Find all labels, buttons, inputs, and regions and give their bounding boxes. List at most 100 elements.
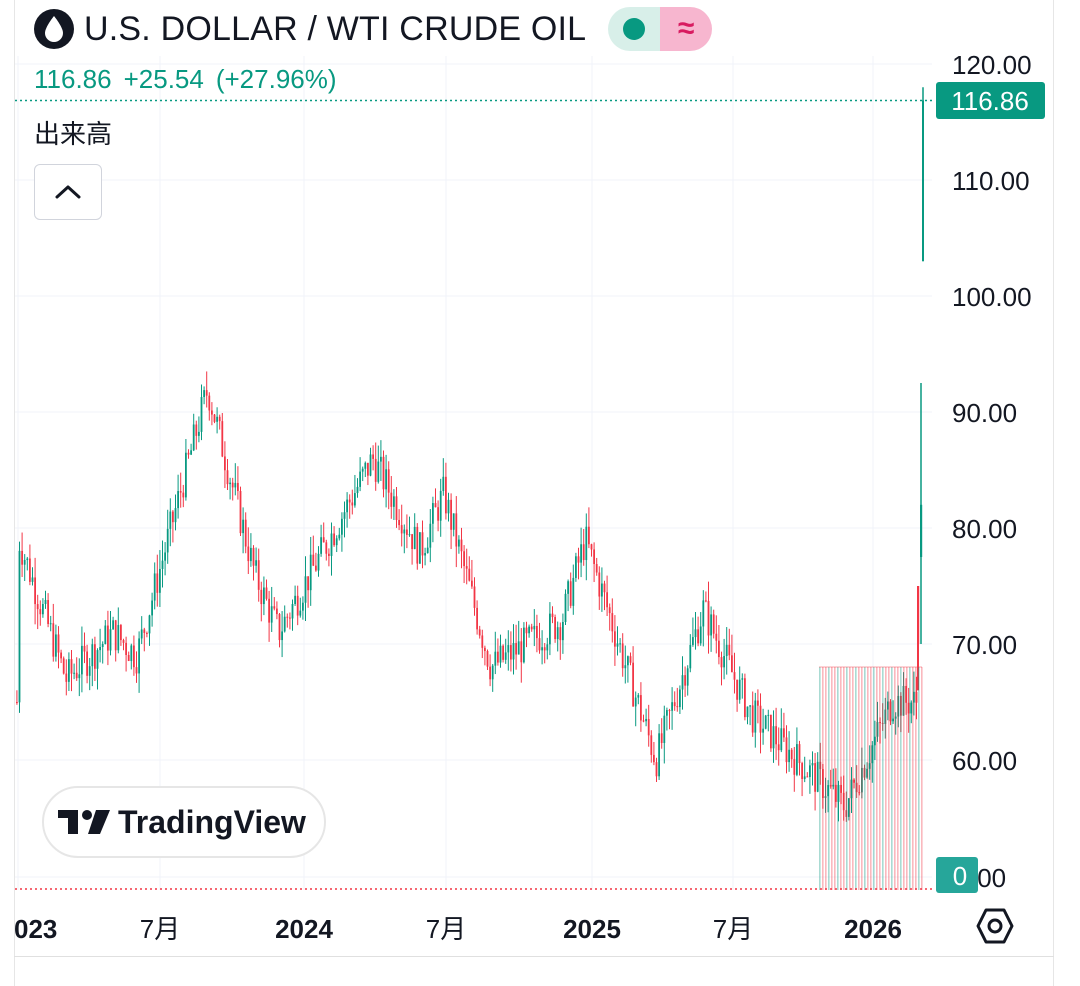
candle [783,728,785,738]
candle [884,709,887,724]
candle [699,626,702,644]
candle [842,792,845,811]
volume-bar [882,667,884,890]
candle [364,462,367,469]
candle [567,581,569,594]
candle [811,763,814,766]
candle [322,537,325,543]
candle [510,645,512,660]
candle [850,779,853,799]
candle [866,768,868,778]
volume-bar [861,667,863,890]
volume-bar [828,667,830,890]
candle [910,702,913,714]
candle [70,659,73,674]
delayed-data-badge[interactable]: ≈ [660,7,713,51]
candle [429,523,432,548]
candle [759,705,762,733]
tradingview-logo-icon [58,810,110,834]
candle [244,519,247,547]
candle [598,572,601,597]
candle [640,695,642,721]
candle [720,657,723,668]
volume-bar [864,667,866,890]
candle [528,626,530,634]
candle [424,553,426,556]
candle [549,613,551,645]
candle [109,629,112,651]
candle [465,566,468,569]
candle [676,706,679,708]
candle [471,580,473,587]
chart-frame [14,0,1054,986]
quote-line: 116.86 +25.54 (+27.96%) [34,64,349,95]
candle [917,586,920,644]
candle [655,762,658,777]
volume-bar [870,667,872,890]
candle [478,629,481,636]
volume-bar [837,667,839,890]
symbol-title[interactable]: U.S. DOLLAR / WTI CRUDE OIL [84,9,587,48]
market-status-badge[interactable] [608,7,661,51]
candle [16,702,18,703]
candle [710,614,712,636]
candle [900,695,902,716]
candle [879,722,881,724]
candle [614,631,616,647]
volume-bar [867,667,869,890]
candle [718,640,720,658]
candle [922,100,924,262]
candle [52,623,55,657]
candle [848,798,850,817]
volume-axis-label: 0 [953,861,967,891]
x-axis-label: 023 [14,914,57,944]
candle [88,666,91,676]
candle [780,728,783,751]
candle [159,568,161,593]
candle [133,645,135,668]
candle [473,586,476,608]
volume-bar [909,667,911,890]
candle [775,726,777,745]
volume-axis-label-bg [936,857,978,893]
volume-bar [879,667,881,890]
candle [263,587,265,605]
candle [192,424,195,451]
candle [653,754,655,763]
candle [499,645,502,663]
candle [871,745,874,764]
candle [385,469,387,490]
candle [796,744,798,775]
candle [83,645,86,652]
candle [629,656,632,663]
candle [790,749,793,760]
candle [309,554,312,591]
candle [213,414,216,422]
tradingview-logo[interactable]: TradingView [42,786,326,858]
collapse-legend-button[interactable] [34,164,102,220]
candle [832,784,835,787]
candle [577,556,580,563]
candle [393,496,395,507]
candle [169,511,172,529]
y-tick-label: 80.00 [952,514,1017,544]
candle [439,490,442,521]
chart-settings-icon[interactable] [976,906,1014,946]
candle [182,492,185,498]
candle [494,651,497,666]
candle [283,616,286,632]
oil-drop-icon [34,9,74,49]
candle [203,390,205,398]
candle [138,638,140,674]
status-badges[interactable]: ≈ [608,7,713,51]
candle [621,643,624,669]
candle [442,476,445,491]
volume-bar [903,667,905,890]
candle [341,518,343,535]
candle [177,491,179,509]
candle [23,560,26,565]
candle [198,431,200,436]
candle [814,763,816,792]
candle [601,583,603,597]
